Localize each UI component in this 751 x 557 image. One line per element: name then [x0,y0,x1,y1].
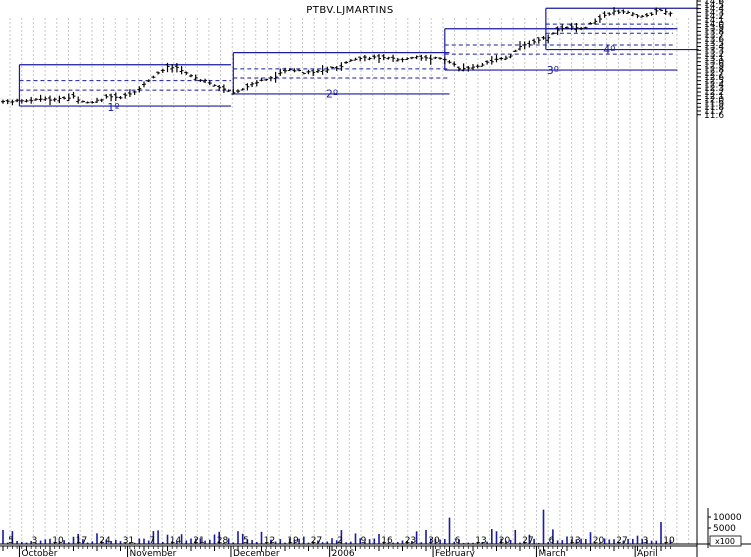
day-tick-label: 23 [405,536,416,546]
day-tick-label: 10 [52,536,64,546]
day-tick-label: 9 [361,536,367,546]
day-tick-label: 17 [76,536,87,546]
day-tick-label: 5 [243,536,249,546]
y-tick-label: 12.9 [704,61,724,71]
y-tick-label: 12.1 [704,92,724,102]
month-tick-label: October [21,549,57,557]
price-bars [1,7,673,106]
day-tick-label: 6 [549,536,555,546]
day-tick-label: 27 [522,536,533,546]
y-tick-label: 12.8 [704,65,724,75]
y-tick-label: 14.5 [704,1,724,11]
day-tick-label: 16 [381,536,393,546]
chart-title: PTBV.LJMARTINS [306,5,394,16]
day-tick-label: 3 [32,536,38,546]
day-tick-label: 10 [663,536,675,546]
day-tick-label: 3 [643,536,649,546]
day-tick-label: 14 [170,536,182,546]
day-tick-label: 6 [455,536,461,546]
y-tick-label: 12.0 [704,96,724,106]
y-tick-label: 13.0 [704,58,724,68]
volume-unit-label: x100 [715,537,735,546]
day-tick-label: 19 [287,536,299,546]
day-tick-label: 21 [193,536,204,546]
month-tick-label: April [637,549,658,557]
y-tick-label: 14.3 [704,8,724,18]
y-tick-label: 13.9 [704,24,724,34]
box-label: 1º [107,101,119,114]
y-tick-label: 13.2 [704,50,724,60]
y-tick-label: 12.3 [704,84,724,94]
box-label: 2º [326,88,338,101]
month-tick-label: December [233,549,280,557]
day-tick-label: 2 [337,536,343,546]
y-tick-label: 13.4 [704,43,724,53]
day-tick-label: 13 [569,536,580,546]
y-tick-label: 11.9 [704,99,724,109]
y-tick-label: 14.0 [704,20,724,30]
y-tick-label: 13.1 [704,54,724,64]
day-tick-label: 5 [8,536,14,546]
volume-tick-label: 5000 [713,524,736,534]
y-tick-label: 11.6 [704,111,724,121]
day-tick-label: 20 [593,536,605,546]
y-tick-label: 13.5 [704,39,724,49]
y-tick-label: 12.5 [704,77,724,87]
box-label: 4º [603,43,615,56]
y-tick-label: 13.7 [704,31,724,41]
y-tick-label: 14.2 [704,12,724,22]
day-tick-label: 24 [99,536,111,546]
day-tick-label: 27 [616,536,627,546]
month-tick-label: November [130,549,177,557]
month-tick-label: February [435,549,476,557]
box-label: 3º [547,64,559,77]
volume-tick-label: 10000 [713,513,742,523]
volume-bars [2,509,672,544]
day-tick-label: 20 [499,536,511,546]
volume-unit-box [709,535,742,547]
y-tick-label: 12.7 [704,69,724,79]
y-tick-label: 13.8 [704,27,724,37]
y-tick-label: 14.6 [704,0,724,7]
month-tick-label: 2006 [332,549,355,557]
day-tick-label: 30 [428,536,440,546]
y-tick-label: 13.3 [704,46,724,56]
y-tick-label: 13.6 [704,35,724,45]
day-tick-label: 27 [311,536,322,546]
y-tick-label: 12.6 [704,73,724,83]
y-tick-label: 14.1 [704,16,724,26]
y-tick-label: 11.8 [704,103,724,113]
y-tick-label: 14.4 [704,5,724,15]
month-tick-label: March [538,549,565,557]
day-tick-label: 7 [149,536,155,546]
y-tick-label: 12.2 [704,88,724,98]
day-tick-label: 13 [475,536,486,546]
y-tick-label: 11.7 [704,107,724,117]
day-tick-label: 28 [217,536,229,546]
y-tick-label: 12.4 [704,80,724,90]
day-tick-label: 12 [264,536,275,546]
day-tick-label: 31 [123,536,134,546]
